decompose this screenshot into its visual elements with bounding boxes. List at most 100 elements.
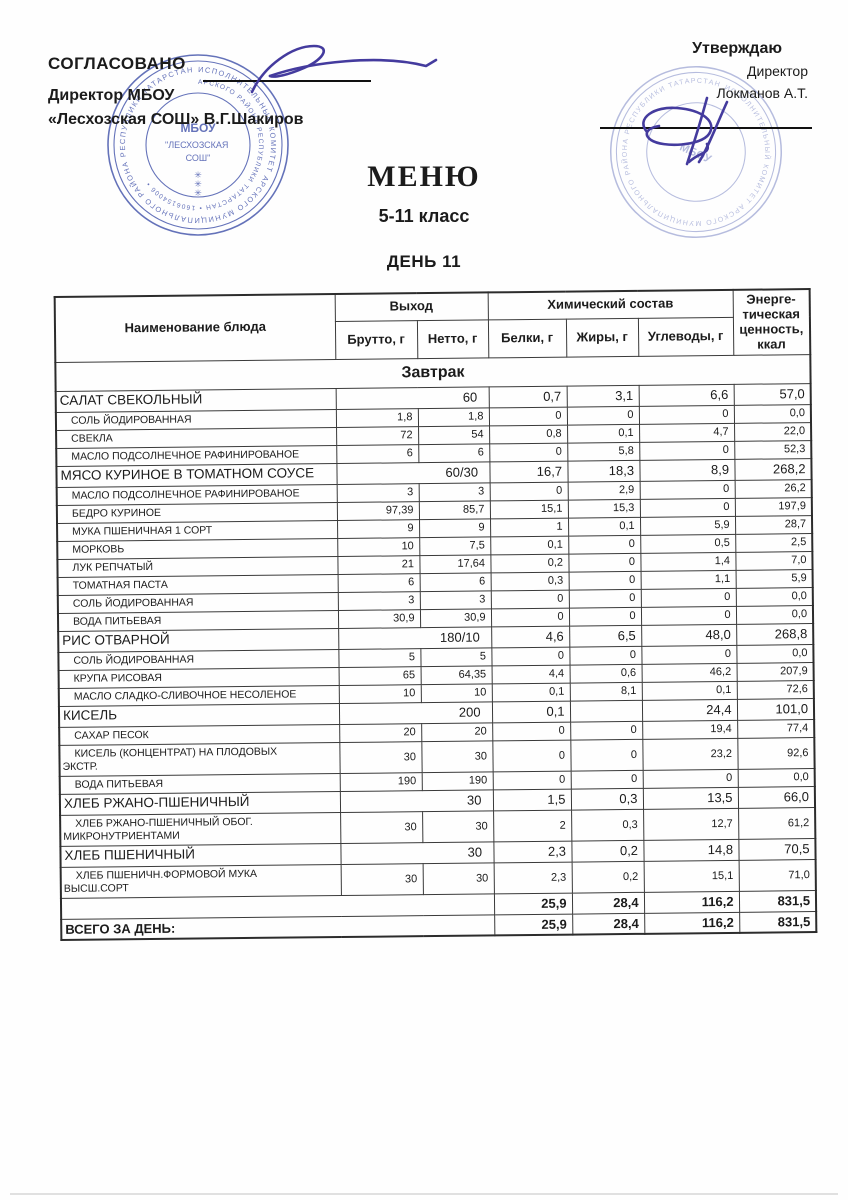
brutto-cell: 1,8 <box>335 408 419 428</box>
fat-cell: 0 <box>568 552 641 572</box>
school-stamp-left-icon: ИСПОЛНИТЕЛЬНЫЙ КОМИТЕТ АРСКОГО МУНИЦИПАЛ… <box>107 54 289 236</box>
dish-name: РИС ОТВАРНОЙ <box>58 628 339 652</box>
menu-table-container: Наименование блюда Выход Химический сост… <box>53 288 818 941</box>
brutto-cell: 190 <box>339 772 422 792</box>
total-fat-cell: 28,4 <box>572 912 645 935</box>
netto-cell: 30 <box>421 740 493 773</box>
protein-cell: 0,1 <box>491 682 570 702</box>
energy-cell: 77,4 <box>737 719 815 738</box>
protein-cell: 0 <box>491 646 570 666</box>
brutto-cell: 10 <box>337 537 420 557</box>
protein-cell: 0,2 <box>490 553 569 573</box>
dish-name: ХЛЕБ РЖАНО-ПШЕНИЧНЫЙ <box>59 791 341 815</box>
school-and-director-name: «Лесхозская СОШ» В.Г.Шакиров <box>48 111 304 128</box>
protein-cell: 0 <box>492 739 571 772</box>
carbs-cell: 0 <box>640 605 737 625</box>
menu-table: Наименование блюда Выход Химический сост… <box>53 288 818 941</box>
energy-cell: 28,7 <box>735 515 813 534</box>
director-name: Локманов А.Т. <box>716 85 808 101</box>
fat-cell: 0,2 <box>571 839 644 862</box>
fat-cell: 15,3 <box>567 498 641 518</box>
energy-cell: 71,0 <box>738 859 816 891</box>
svg-text:✳✳✳: ✳ ✳ ✳ <box>194 170 202 198</box>
protein-cell: 15,1 <box>489 499 569 519</box>
protein-cell: 0 <box>489 481 568 501</box>
carbs-cell: 46,2 <box>641 662 737 682</box>
protein-cell: 0 <box>490 607 570 627</box>
protein-cell: 0 <box>490 589 569 609</box>
total-carbs-cell: 116,2 <box>644 911 740 934</box>
protein-cell: 1 <box>490 517 569 537</box>
netto-cell: 17,64 <box>419 554 491 574</box>
netto-cell: 3 <box>418 482 490 502</box>
fat-cell: 5,8 <box>567 441 640 461</box>
netto-cell: 1,8 <box>417 407 490 427</box>
energy-cell: 0,0 <box>737 768 815 787</box>
energy-cell: 66,0 <box>737 786 816 808</box>
brutto-cell: 3 <box>336 483 419 503</box>
protein-cell: 2 <box>493 809 572 842</box>
netto-cell: 10 <box>420 683 492 703</box>
ingredient-name: ХЛЕБ РЖАНО-ПШЕНИЧНЫЙ ОБОГ. МИКРОНУТРИЕНТ… <box>60 812 341 846</box>
agreed-label: СОГЛАСОВАНО <box>48 54 186 73</box>
output-cell: 60 <box>335 386 489 410</box>
brutto-cell: 30 <box>340 863 423 896</box>
carbs-cell: 0,5 <box>640 533 736 553</box>
output-cell: 60/30 <box>336 461 490 485</box>
carbs-cell: 1,1 <box>640 569 736 589</box>
carbs-cell: 0 <box>640 587 736 607</box>
protein-cell: 0,8 <box>489 424 568 444</box>
dish-name: САЛАТ СВЕКОЛЬНЫЙ <box>55 388 336 412</box>
energy-cell: 0,0 <box>735 587 813 606</box>
fat-cell: 0,1 <box>568 516 641 536</box>
director-label: Директор <box>747 63 808 79</box>
stamp-left-center-line3: СОШ" <box>186 153 211 163</box>
protein-cell: 2,3 <box>493 861 572 894</box>
fat-cell: 2,9 <box>567 480 640 500</box>
netto-cell: 30 <box>422 810 494 843</box>
carbs-cell: 15,1 <box>643 859 739 892</box>
carbs-cell: 6,6 <box>638 383 734 406</box>
dish-name: ХЛЕБ ПШЕНИЧНЫЙ <box>60 843 341 867</box>
carbs-cell: 0 <box>639 440 735 460</box>
netto-cell: 30,9 <box>419 608 492 628</box>
signature-right-icon <box>642 96 729 166</box>
energy-cell: 57,0 <box>733 383 811 405</box>
brutto-cell: 5 <box>338 648 421 668</box>
netto-cell: 54 <box>418 425 490 445</box>
signature-left-icon <box>250 44 438 94</box>
fat-cell: 0 <box>568 570 641 590</box>
energy-cell: 207,9 <box>736 662 814 681</box>
brutto-cell: 6 <box>336 444 419 464</box>
netto-cell: 20 <box>421 722 493 742</box>
fat-cell: 0,3 <box>571 808 644 841</box>
carbs-cell: 14,8 <box>643 838 739 861</box>
carbs-cell: 23,2 <box>642 737 738 770</box>
carbs-cell: 24,4 <box>641 698 738 721</box>
output-cell: 200 <box>338 701 493 725</box>
director-mbou-label: Директор МБОУ <box>48 87 175 104</box>
header-chemical-group: Химический состав <box>487 289 733 320</box>
netto-cell: 6 <box>418 443 490 463</box>
netto-cell: 64,35 <box>420 665 492 685</box>
fat-cell: 0,6 <box>569 663 642 683</box>
header-netto: Нетто, г <box>416 319 489 359</box>
total-carbs-cell: 116,2 <box>643 890 740 913</box>
protein-cell: 0 <box>492 721 571 741</box>
protein-cell: 0,3 <box>490 571 569 591</box>
page-title: МЕНЮ <box>367 160 481 193</box>
energy-cell: 0,0 <box>735 605 814 624</box>
output-cell: 30 <box>340 841 494 865</box>
total-protein-cell: 25,9 <box>494 913 573 936</box>
day-label: ДЕНЬ 11 <box>386 252 462 271</box>
brutto-cell: 72 <box>336 426 419 446</box>
total-label: ВСЕГО ЗА ДЕНЬ: <box>61 914 495 940</box>
protein-cell: 16,7 <box>489 460 568 483</box>
carbs-cell: 48,0 <box>641 623 737 646</box>
carbs-cell: 0 <box>639 479 735 499</box>
carbs-cell: 1,4 <box>640 551 736 571</box>
fat-cell: 8,1 <box>569 681 642 701</box>
dish-name: КИСЕЛЬ <box>58 703 340 727</box>
approval-block-right: Утверждаю Директор Локманов А.Т. <box>692 40 808 101</box>
fat-cell: 0 <box>568 606 642 626</box>
